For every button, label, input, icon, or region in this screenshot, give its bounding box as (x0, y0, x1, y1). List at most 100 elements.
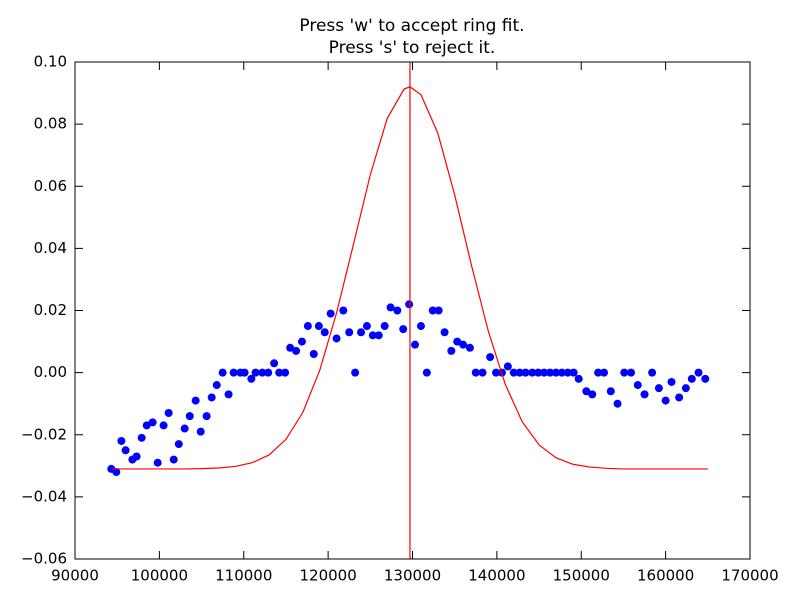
scatter-point (701, 374, 710, 383)
scatter-point (486, 353, 495, 362)
scatter-point (503, 362, 512, 371)
scatter-point (399, 325, 408, 334)
scatter-point (465, 343, 474, 352)
scatter-point (551, 368, 560, 377)
scatter-point (224, 390, 233, 399)
scatter-point (563, 368, 572, 377)
scatter-point (132, 452, 141, 461)
scatter-point (675, 393, 684, 402)
scatter-point (694, 368, 703, 377)
axes-frame (74, 61, 751, 560)
chart-title: Press 's' to reject it. (329, 38, 496, 58)
scatter-point (368, 331, 377, 340)
scatter-point (654, 384, 663, 393)
scatter-point (606, 387, 615, 396)
scatter-point (202, 412, 211, 421)
scatter-point (405, 300, 414, 309)
scatter-point (218, 368, 227, 377)
scatter-point (174, 440, 183, 449)
scatter-point (582, 387, 591, 396)
scatter-point (286, 343, 295, 352)
scatter-point (661, 396, 670, 405)
scatter-point (459, 340, 468, 349)
scatter-point (574, 374, 583, 383)
x-tick-label: 140000 (468, 567, 525, 585)
x-tick-label: 100000 (131, 567, 188, 585)
scatter-point (600, 368, 609, 377)
scatter-point (297, 337, 306, 346)
scatter-point (332, 334, 341, 343)
scatter-point (153, 458, 162, 467)
x-tick-label: 130000 (384, 567, 441, 585)
scatter-point (594, 368, 603, 377)
scatter-point (229, 368, 238, 377)
scatter-point (380, 322, 389, 331)
scatter-point (320, 328, 329, 337)
scatter-point (633, 381, 642, 390)
scatter-point (471, 368, 480, 377)
scatter-point (275, 368, 284, 377)
scatter-point (627, 368, 636, 377)
scatter-point (546, 368, 555, 377)
scatter-point (251, 368, 260, 377)
scatter-point (521, 368, 530, 377)
scatter-point (281, 368, 290, 377)
y-tick-label: 0.06 (34, 177, 67, 195)
scatter-point (687, 374, 696, 383)
scatter-point (148, 418, 157, 427)
scatter-point (292, 346, 301, 355)
scatter-point (351, 368, 360, 377)
fit-line (112, 86, 708, 470)
scatter-point (411, 340, 420, 349)
y-tick-label: 0.02 (34, 301, 67, 319)
scatter-point (169, 455, 178, 464)
scatter-point (588, 390, 597, 399)
scatter-point (515, 368, 524, 377)
scatter-point (164, 409, 173, 418)
y-tick-label: 0.04 (34, 239, 67, 257)
scatter-point (422, 368, 431, 377)
scatter-point (339, 306, 348, 315)
scatter-point (142, 421, 151, 430)
scatter-point (362, 322, 371, 331)
scatter-point (303, 322, 312, 331)
plot-area (107, 86, 710, 477)
scatter-point (534, 368, 543, 377)
scatter-point (453, 337, 462, 346)
scatter-point (434, 306, 443, 315)
scatter-point (212, 381, 221, 390)
scatter-point (416, 322, 425, 331)
scatter-point (191, 396, 200, 405)
scatter-point (159, 421, 168, 430)
scatter-point (374, 331, 383, 340)
scatter-point (540, 368, 549, 377)
scatter-point (386, 303, 395, 312)
scatter-point (681, 384, 690, 393)
y-tick-label: 0.10 (34, 53, 67, 71)
scatter-point (620, 368, 629, 377)
scatter-point (613, 399, 622, 408)
scatter-point (264, 368, 273, 377)
scatter-point (258, 368, 267, 377)
scatter-point (112, 468, 121, 477)
scatter-point (667, 377, 676, 386)
scatter-point (326, 309, 335, 318)
scatter-point (314, 322, 323, 331)
scatter-point (428, 306, 437, 315)
x-tick-label: 150000 (553, 567, 610, 585)
scatter-point (393, 306, 402, 315)
scatter-point (569, 368, 578, 377)
scatter-point (240, 368, 249, 377)
scatter-point (137, 433, 146, 442)
scatter-point (447, 346, 456, 355)
scatter-point (357, 328, 366, 337)
x-tick-label: 110000 (215, 567, 272, 585)
scatter-point (196, 427, 205, 436)
scatter-point (557, 368, 566, 377)
y-tick-label: 0.00 (34, 363, 67, 381)
scatter-point (648, 368, 657, 377)
y-tick-label: 0.08 (34, 115, 67, 133)
scatter-point (185, 412, 194, 421)
scatter-point (247, 374, 256, 383)
